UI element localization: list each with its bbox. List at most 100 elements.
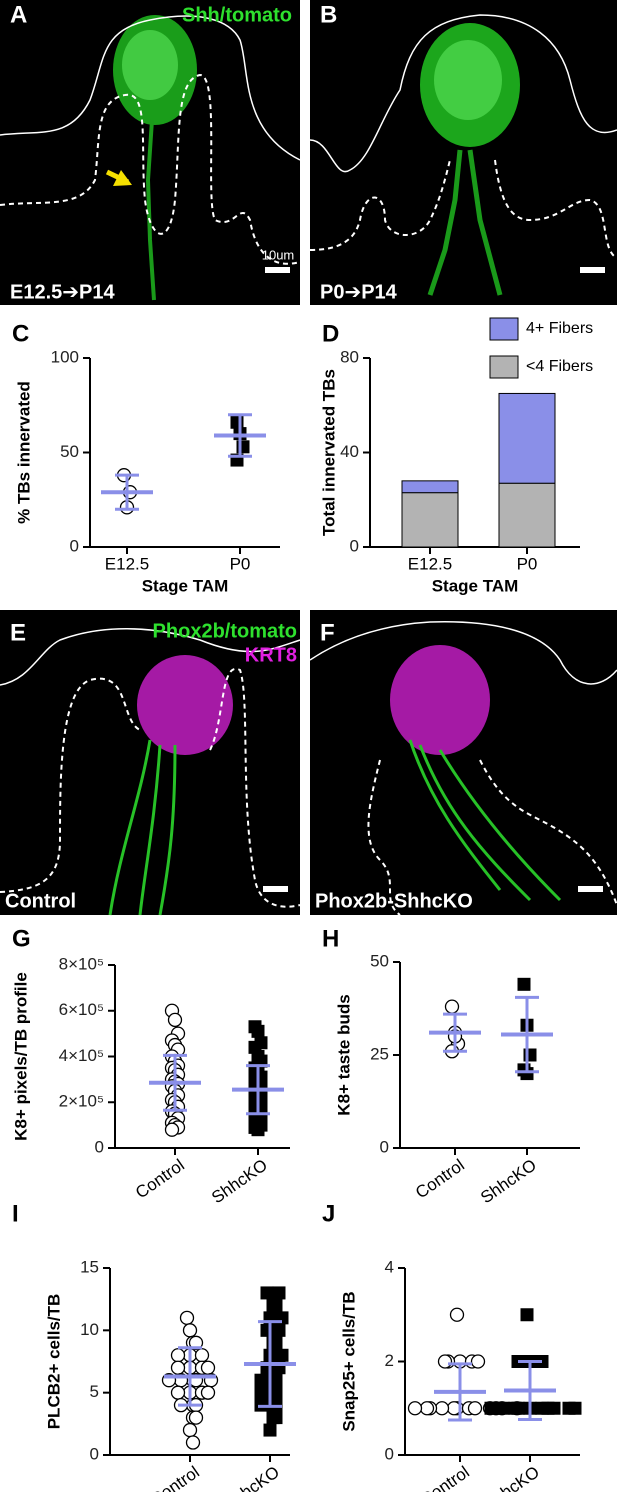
y-axis-label: K8+ taste buds [334,994,353,1115]
image-e [0,610,301,916]
data-point [200,1385,216,1400]
condition-label: P0➔P14 [320,281,398,303]
x-tick-label: ShhcKO [220,1462,283,1492]
stain-label: KRT8 [245,644,297,666]
data-point [251,1123,265,1137]
y-tick-label: 0 [90,1444,99,1463]
panel-label: E [10,619,26,646]
y-tick-label: 5 [90,1382,99,1401]
x-tick-label: E12.5 [105,554,149,573]
x-tick-label: Control [147,1462,203,1492]
x-tick-label: ShhcKO [208,1155,271,1207]
data-point [188,1410,204,1425]
panel-label: F [320,619,335,646]
data-point [517,977,531,991]
panel-label: G [12,925,31,952]
y-tick-label: 0 [385,1444,394,1463]
data-point [236,440,250,454]
y-axis-label: % TBs innervated [14,381,33,524]
data-point [230,415,244,429]
x-tick-label: Control [417,1462,473,1492]
condition-label: Control [5,890,76,912]
data-point [269,1386,283,1400]
data-point [419,1401,435,1416]
legend-swatch [489,355,519,379]
data-point [523,1048,537,1062]
data-point [444,999,460,1014]
data-point [568,1401,582,1415]
data-point [484,1401,498,1415]
panel-label: J [322,1200,335,1227]
y-tick-label: 4 [385,1257,394,1276]
x-tick-label: E12.5 [408,554,452,573]
y-tick-label: 50 [370,951,389,970]
data-point [547,1401,561,1415]
data-point [434,1401,450,1416]
panel-label: A [10,1,27,28]
y-tick-label: 0 [70,536,79,555]
panel-label: C [12,320,29,347]
image-b [309,0,617,305]
y-axis-label: Total innervated TBs [319,369,338,536]
data-point [508,1401,522,1415]
y-tick-label: 10 [80,1320,99,1339]
y-axis-label: PLCB2+ cells/TB [44,1294,63,1430]
panel-label: H [322,925,339,952]
y-tick-label: 2 [385,1351,394,1370]
image-f [309,610,617,916]
data-point [254,1373,268,1387]
data-point [449,1307,465,1322]
data-point [269,1373,283,1387]
data-point [200,1360,216,1375]
data-point [275,1348,289,1362]
x-tick-label: Control [132,1155,188,1202]
data-point [272,1286,286,1300]
data-point [182,1422,198,1438]
x-tick-label: Control [412,1155,468,1202]
data-point [170,1385,186,1400]
panel-label: D [322,320,339,347]
y-tick-label: 25 [370,1044,389,1063]
x-tick-label: P0 [230,554,251,573]
y-tick-label: 15 [80,1257,99,1276]
data-point [407,1401,423,1416]
y-tick-label: 40 [340,442,359,461]
y-tick-label: 0 [95,1137,104,1156]
condition-label: Phox2b-ShhcKO [315,890,473,912]
x-axis-label: Stage TAM [432,576,519,595]
data-point [272,1323,286,1337]
data-point [269,1411,283,1425]
data-point [263,1423,277,1437]
x-tick-label: ShhcKO [477,1155,540,1207]
data-point [437,1354,453,1369]
x-axis-label: Stage TAM [142,576,229,595]
bar-segment [498,482,556,548]
data-point [269,1336,283,1350]
data-point [470,1354,486,1369]
x-tick-label: P0 [517,554,538,573]
y-tick-label: 8×10⁵ [59,954,104,973]
data-point [467,1401,483,1416]
y-tick-label: 80 [340,347,359,366]
data-point [269,1298,283,1312]
bar-segment [401,480,459,494]
legend-label: 4+ Fibers [526,320,593,337]
y-tick-label: 100 [51,347,79,366]
data-point [251,1024,265,1038]
stain-label: Shh/tomato [182,4,292,26]
y-axis-label: Snap25+ cells/TB [339,1291,358,1431]
data-point [254,1386,268,1400]
data-point [164,1122,180,1137]
x-tick-label: ShhcKO [480,1462,543,1492]
bar-segment [401,492,459,548]
data-point [194,1348,210,1363]
y-tick-label: 6×10⁵ [59,1000,104,1019]
y-tick-label: 4×10⁵ [59,1046,104,1065]
data-point [167,1012,183,1028]
data-point [260,1323,274,1337]
data-point [170,1348,186,1363]
data-point [520,1308,534,1322]
data-point [185,1435,201,1450]
